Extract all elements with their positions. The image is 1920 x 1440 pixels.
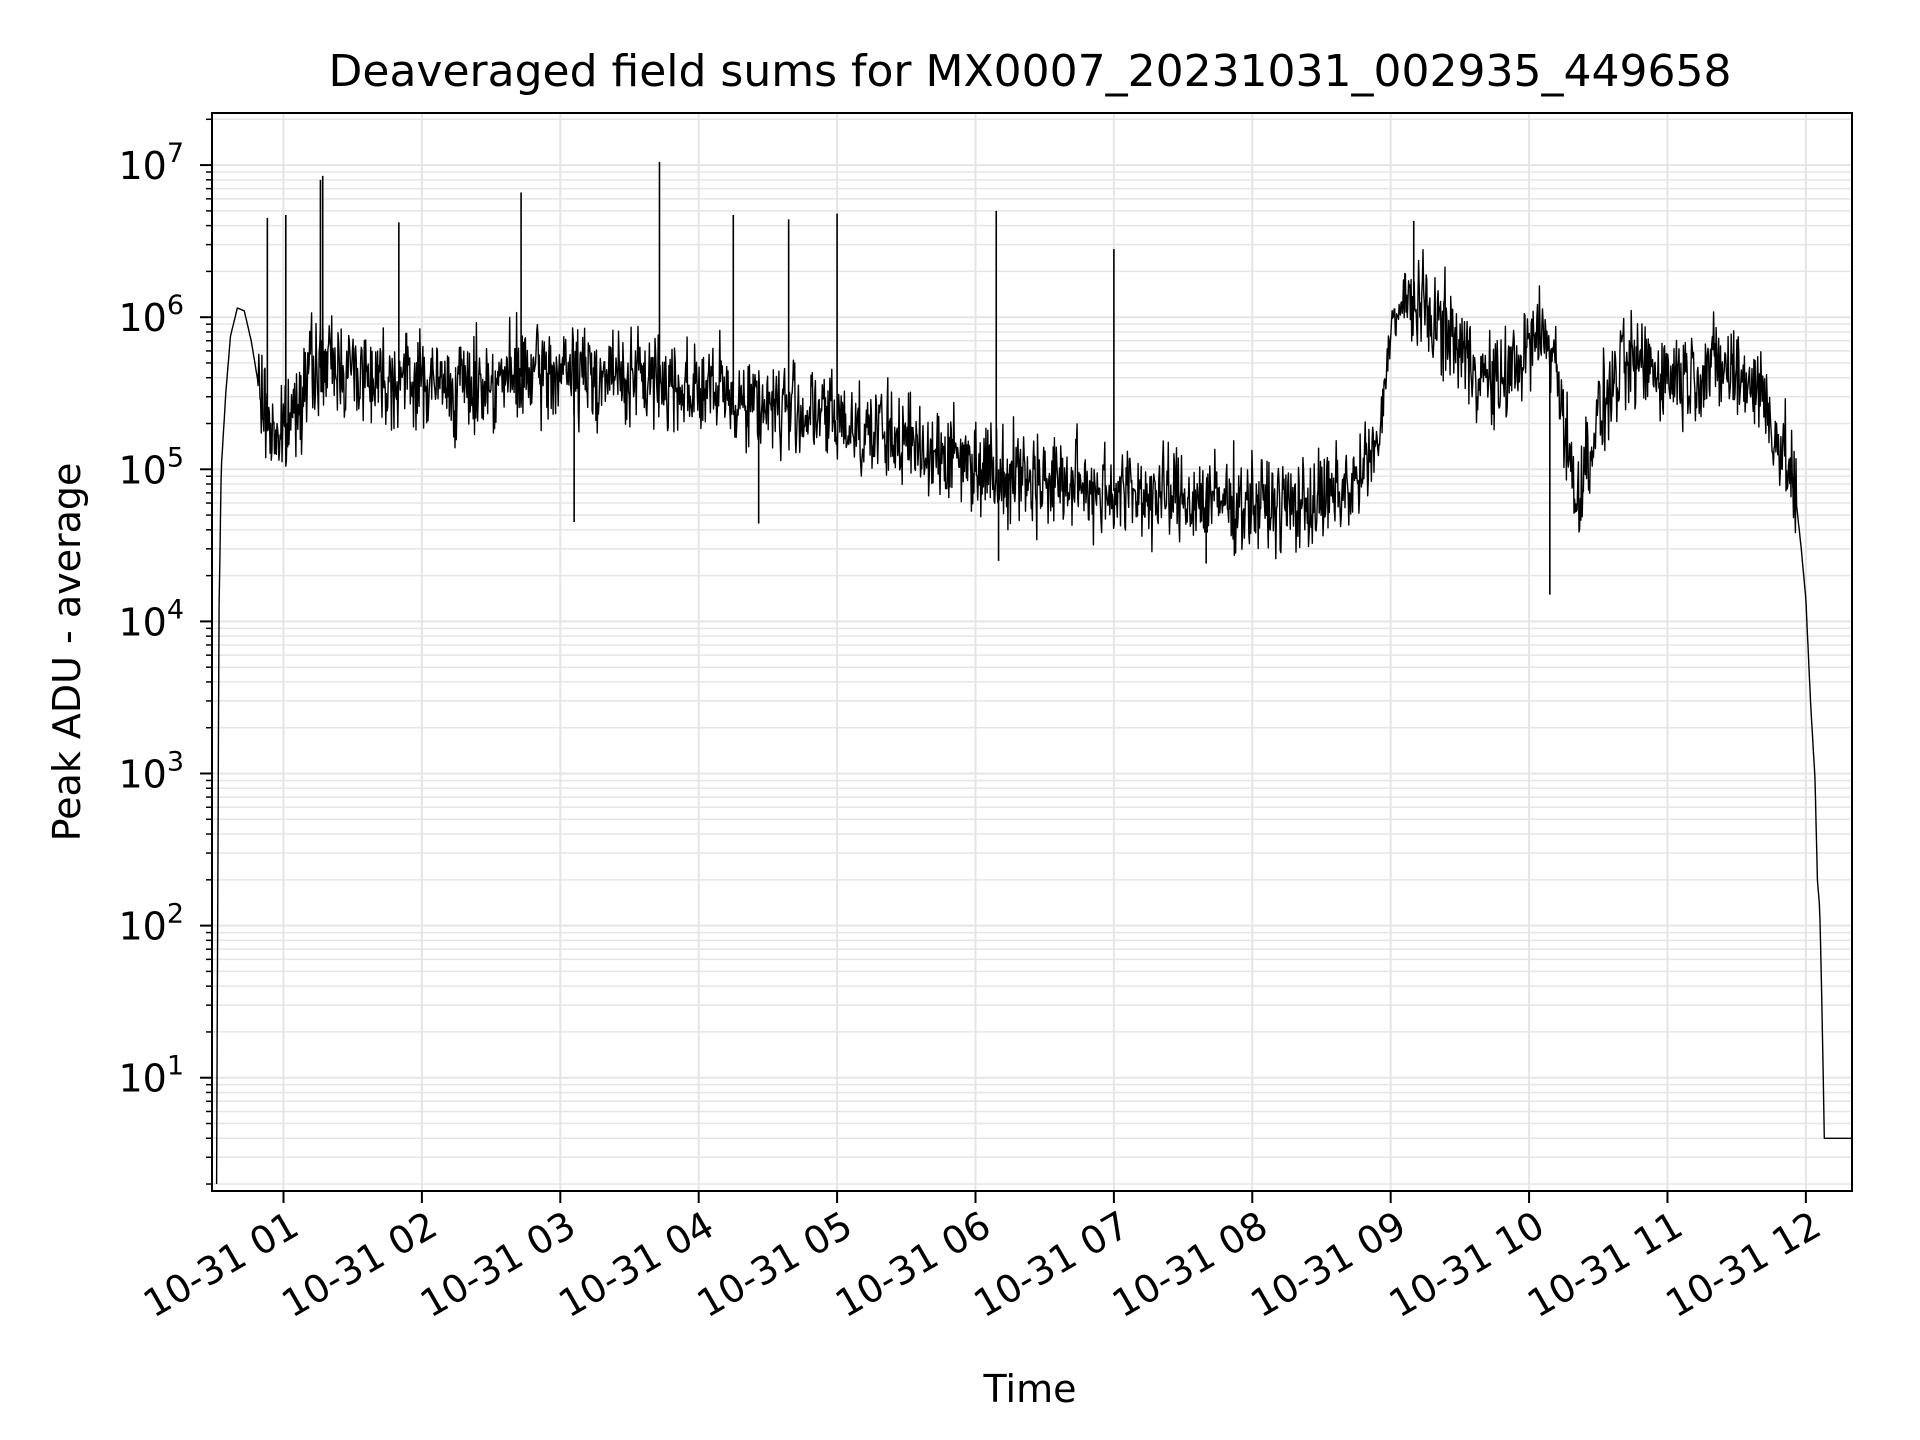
x-tick-label: 10-31 09 xyxy=(1243,1203,1413,1327)
y-tick-label: 104 xyxy=(118,594,184,644)
y-tick-label: 102 xyxy=(118,899,184,949)
x-tick-label: 10-31 01 xyxy=(136,1203,306,1327)
chart-title: Deaveraged field sums for MX0007_2023103… xyxy=(329,46,1732,97)
series-line xyxy=(215,249,1853,1185)
plot-area-frame xyxy=(211,112,1853,1192)
x-tick-label: 10-31 05 xyxy=(690,1203,860,1327)
x-tick-label: 10-31 04 xyxy=(551,1203,721,1327)
y-tick-label: 103 xyxy=(118,747,184,797)
x-tick-label: 10-31 11 xyxy=(1520,1203,1690,1327)
y-axis-label: Peak ADU - average xyxy=(45,463,89,842)
data-series xyxy=(215,161,1853,1185)
x-tick-label: 10-31 08 xyxy=(1105,1203,1275,1327)
y-tick-label: 106 xyxy=(118,290,184,340)
x-tick-label: 10-31 07 xyxy=(966,1203,1136,1327)
x-tick-label: 10-31 03 xyxy=(413,1203,583,1327)
y-tick-label: 107 xyxy=(118,138,184,188)
x-tick-label: 10-31 12 xyxy=(1658,1203,1828,1327)
x-tick-label: 10-31 02 xyxy=(274,1203,444,1327)
y-axis-ticks: 101 102 103 104 105 106 107 xyxy=(118,118,212,1185)
x-axis-label: Time xyxy=(983,1367,1077,1411)
y-tick-label: 101 xyxy=(118,1051,184,1101)
x-tick-label: 10-31 06 xyxy=(828,1203,998,1327)
y-tick-label: 105 xyxy=(118,442,184,492)
grid xyxy=(212,113,1852,1191)
x-tick-label: 10-31 10 xyxy=(1382,1203,1552,1327)
